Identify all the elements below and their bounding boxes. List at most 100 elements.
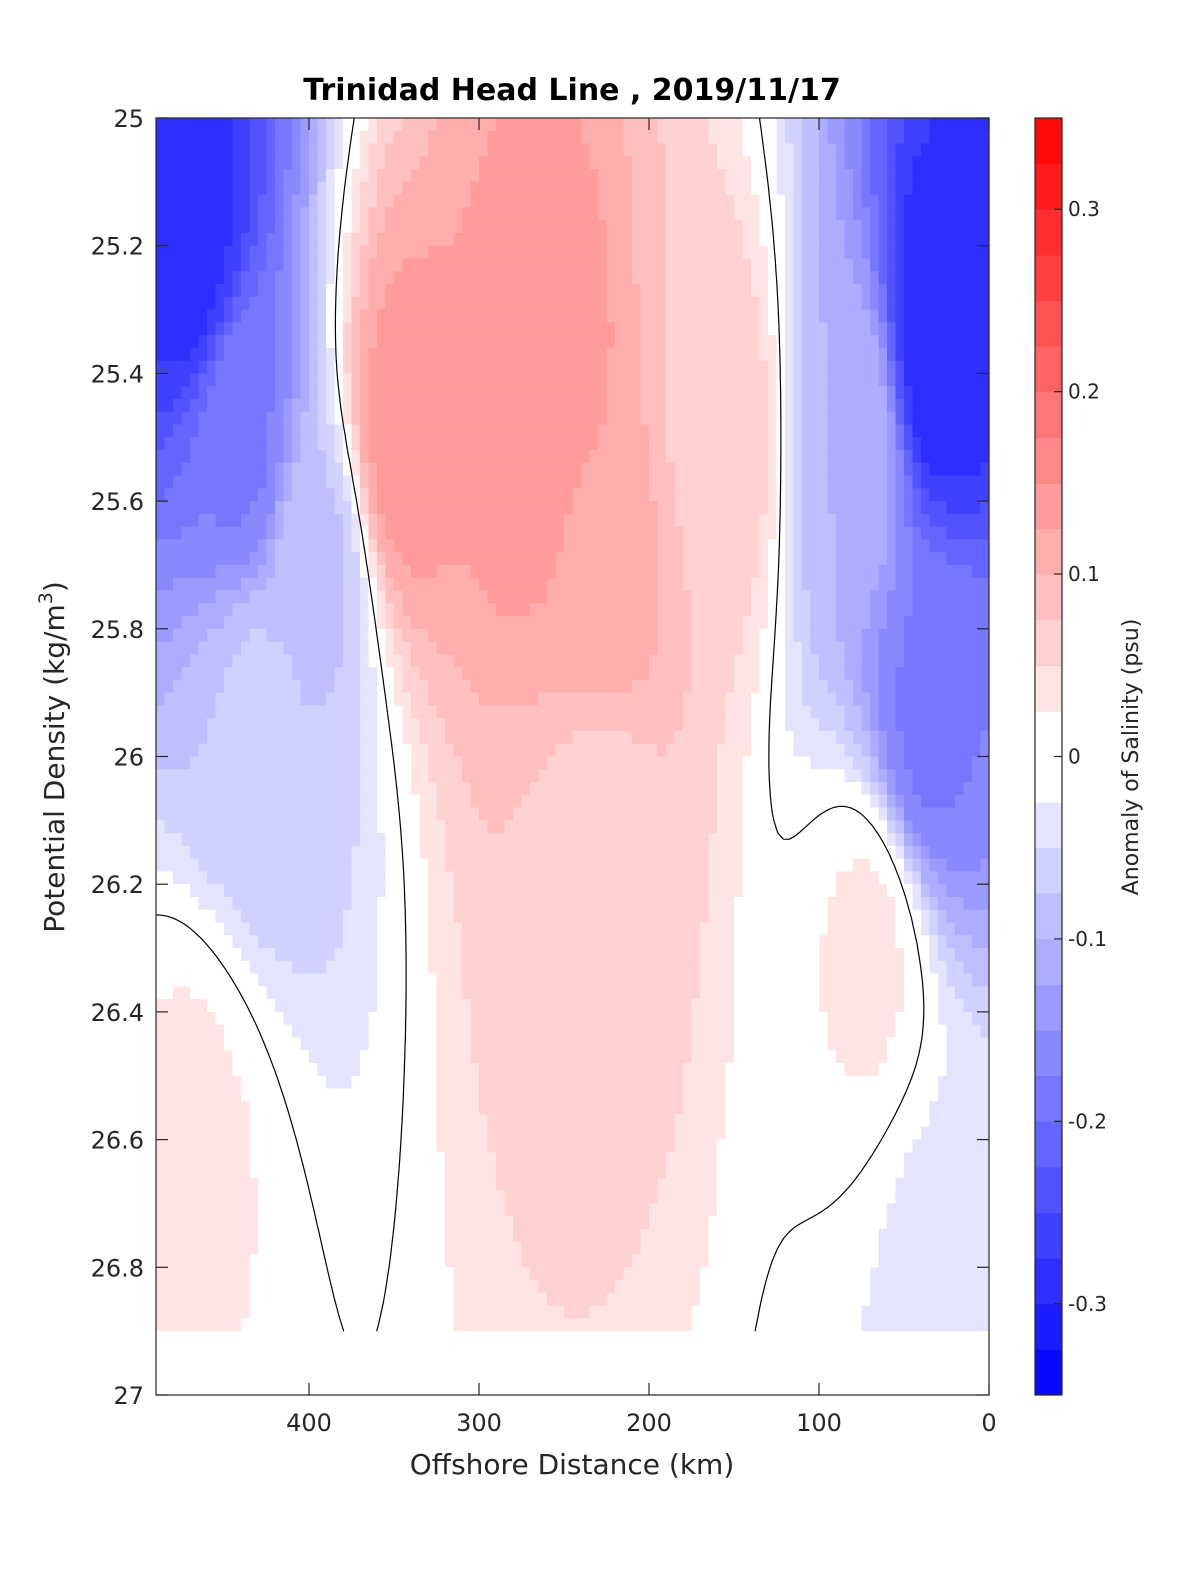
field-cell [377,335,387,349]
field-cell [300,526,310,541]
field-cell [521,526,531,541]
field-cell [785,564,795,579]
field-cell [470,450,480,464]
field-cell [649,552,659,566]
field-cell [181,398,191,413]
field-cell [793,552,803,566]
field-cell [156,335,166,349]
field-cell [547,322,557,336]
field-cell [572,526,582,541]
field-cell [215,513,225,528]
field-cell [657,450,667,464]
field-cell [725,718,735,732]
field-cell [946,577,956,592]
field-cell [581,564,591,579]
field-cell [513,296,523,311]
field-cell [496,539,506,553]
field-cell [241,539,251,553]
field-cell [326,284,336,298]
field-cell [504,335,514,349]
field-cell [861,398,871,413]
field-cell [530,641,540,655]
field-cell [649,220,659,234]
field-cell [632,705,642,719]
field-cell [309,526,319,541]
field-cell [929,450,939,464]
field-cell [810,488,820,502]
field-cell [198,603,208,617]
field-cell [411,207,421,221]
field-cell [776,577,786,592]
field-cell [479,667,489,681]
field-cell [326,526,336,541]
field-cell [411,335,421,349]
field-cell [853,603,863,617]
field-cell [377,386,387,400]
field-cell [190,475,200,489]
field-cell [759,462,769,477]
field-cell [980,577,989,592]
field-cell [164,373,174,387]
field-cell [275,450,285,464]
field-cell [802,118,812,132]
field-cell [963,386,973,400]
field-cell [496,411,506,426]
field-cell [156,718,166,732]
field-cell [411,373,421,387]
field-cell [912,232,922,247]
field-cell [887,386,897,400]
field-cell [266,207,276,221]
field-cell [904,603,914,617]
field-cell [700,335,710,349]
field-cell [326,628,336,643]
field-cell [385,271,395,285]
field-cell [538,181,548,196]
field-cell [768,309,778,323]
field-cell [283,437,293,451]
field-cell [198,207,208,221]
field-cell [793,488,803,502]
field-cell [368,462,378,477]
field-cell [717,284,727,298]
field-cell [683,462,693,477]
field-cell [904,513,914,528]
field-cell [555,628,565,643]
field-cell [853,616,863,630]
field-cell [411,603,421,617]
field-cell [759,730,769,745]
field-cell [164,539,174,553]
field-cell [683,194,693,208]
field-cell [887,437,897,451]
field-cell [309,475,319,489]
field-cell [538,526,548,541]
field-cell [436,488,446,502]
field-cell [521,590,531,604]
field-cell [343,564,353,579]
field-cell [606,743,616,758]
field-cell [912,641,922,655]
field-cell [453,437,463,451]
field-cell [649,679,659,694]
field-cell [827,296,837,311]
field-cell [343,475,353,489]
field-cell [317,756,327,770]
field-cell [156,462,166,477]
field-cell [538,616,548,630]
field-cell [649,296,659,311]
field-cell [487,628,497,643]
field-cell [181,309,191,323]
field-cell [504,488,514,502]
field-cell [640,284,650,298]
field-cell [343,679,353,694]
field-cell [836,373,846,387]
field-cell [292,232,302,247]
field-cell [640,322,650,336]
field-cell [912,564,922,579]
field-cell [334,603,344,617]
field-cell [572,271,582,285]
field-cell [742,245,752,260]
field-cell [479,411,489,426]
field-cell [317,181,327,196]
field-cell [666,424,676,438]
field-cell [428,220,438,234]
